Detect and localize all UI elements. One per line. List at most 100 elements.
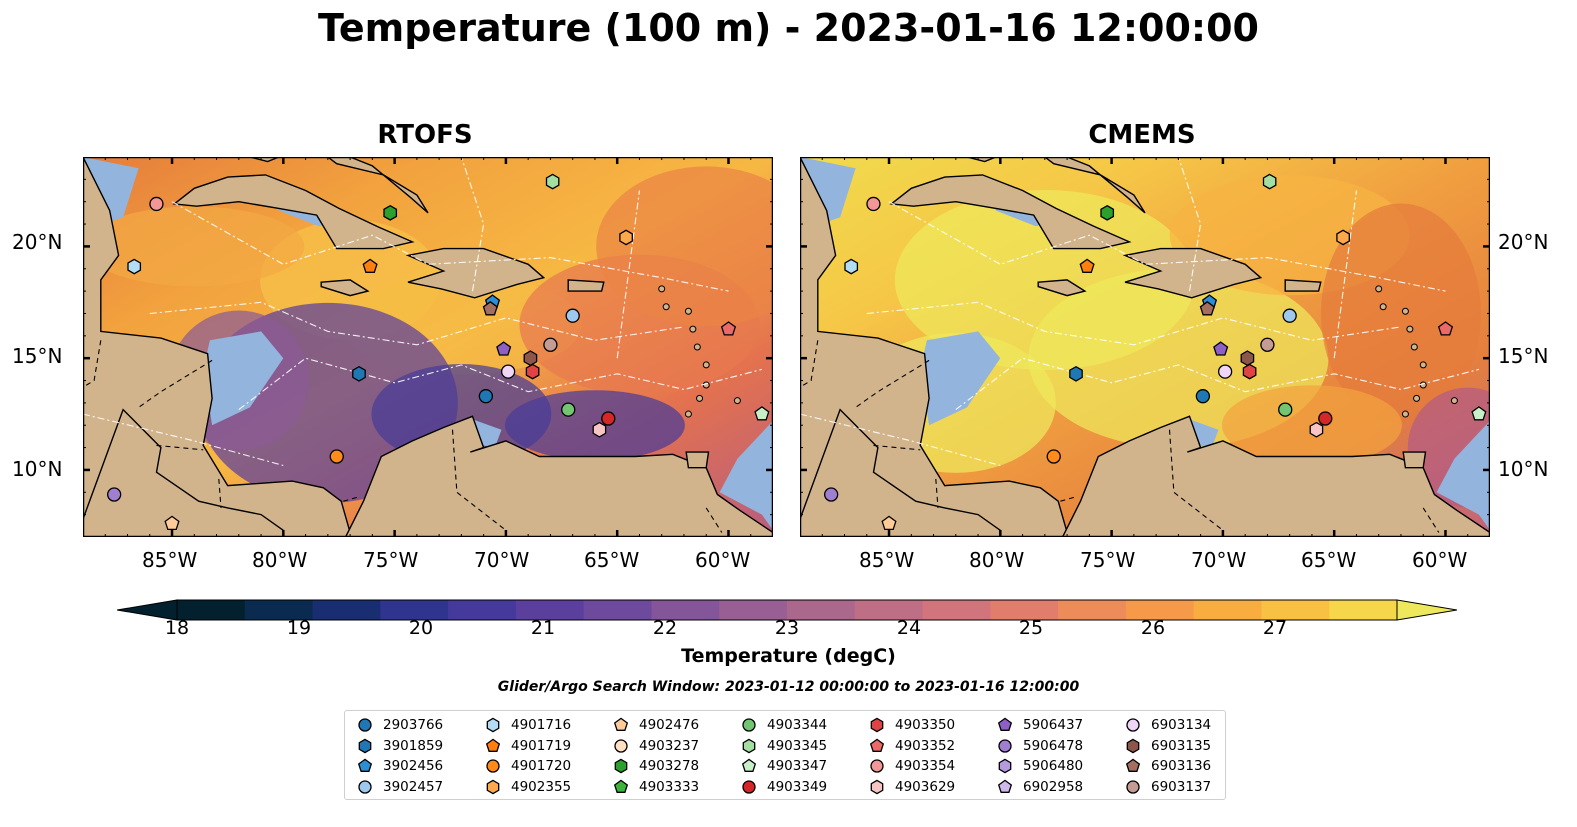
legend-item-4903345: 4903345 [741, 736, 827, 756]
colorbar-tick-label: 22 [652, 617, 678, 639]
shelf-area [1436, 420, 1490, 531]
float-marker-5906437[interactable] [496, 341, 512, 356]
float-marker-6903135[interactable] [1240, 350, 1255, 367]
float-marker-4903347[interactable] [1471, 406, 1487, 421]
float-marker-6903136[interactable] [482, 300, 498, 316]
float-marker-4902355[interactable] [1336, 229, 1350, 246]
float-marker-4903345[interactable] [1262, 173, 1277, 190]
float-marker-6903137[interactable] [1260, 337, 1275, 352]
float-marker-3902457[interactable] [1282, 308, 1297, 323]
legend-item-6902958: 6902958 [997, 777, 1083, 797]
legend-marker-4903347[interactable] [741, 758, 757, 772]
float-marker-6903136[interactable] [1199, 300, 1215, 316]
legend-marker-4902476[interactable] [613, 717, 629, 731]
island [702, 381, 710, 389]
float-marker-4902476[interactable] [881, 515, 897, 531]
legend-marker-4903350[interactable] [870, 717, 884, 733]
float-marker-4903344[interactable] [1278, 402, 1293, 417]
float-marker-5906478[interactable] [824, 487, 839, 502]
float-marker-4901720[interactable] [1046, 449, 1061, 464]
legend-label: 5906437 [1023, 717, 1084, 733]
legend-marker-4903354[interactable] [870, 759, 884, 773]
legend-marker-6903135[interactable] [1126, 738, 1140, 753]
float-marker-6903135[interactable] [523, 350, 538, 367]
legend-item-6903135: 6903135 [1125, 736, 1211, 756]
float-marker-2903766[interactable] [1195, 389, 1211, 404]
float-marker-4901719[interactable] [1079, 258, 1095, 273]
float-marker-4903347[interactable] [754, 406, 770, 421]
float-marker-4901720[interactable] [329, 449, 344, 464]
float-marker-2903766[interactable] [478, 389, 494, 404]
legend-marker-4902355[interactable] [486, 779, 500, 794]
map-panel-rtofs[interactable] [83, 157, 773, 537]
legend-marker-4903333[interactable] [613, 779, 629, 793]
legend-marker-3901859[interactable] [358, 738, 372, 753]
float-marker-4903352[interactable] [720, 321, 737, 336]
float-marker-3901859[interactable] [352, 365, 366, 382]
legend-label: 4903278 [639, 758, 700, 774]
legend-marker-4903349[interactable] [742, 779, 756, 794]
float-marker-4903278[interactable] [383, 204, 398, 221]
float-marker-3902457[interactable] [565, 308, 580, 323]
float-marker-5906478[interactable] [107, 487, 122, 502]
colorbar-segment [312, 600, 381, 620]
legend-marker-6903136[interactable] [1125, 758, 1141, 772]
float-marker-4903350[interactable] [1242, 363, 1257, 380]
legend-marker-4903629[interactable] [870, 779, 884, 794]
float-marker-3901859[interactable] [1069, 365, 1083, 382]
legend-item-5906478: 5906478 [997, 736, 1083, 756]
float-marker-4901719[interactable] [362, 258, 378, 273]
float-marker-4903350[interactable] [525, 363, 540, 380]
float-marker-4902476[interactable] [164, 515, 180, 531]
float-marker-5906437[interactable] [1213, 341, 1229, 356]
colorbar-segment [1261, 600, 1330, 620]
hexagon-marker-icon [486, 779, 500, 794]
legend-marker-4901719[interactable] [485, 738, 501, 752]
legend-marker-4903237[interactable] [614, 738, 628, 753]
legend-label: 4901719 [511, 737, 572, 754]
float-marker-4903278[interactable] [1100, 204, 1115, 221]
legend-label: 4902355 [511, 778, 572, 795]
float-marker-4903629[interactable] [1309, 421, 1324, 438]
legend-marker-5906437[interactable] [997, 717, 1013, 731]
legend-item-6903136: 6903136 [1125, 756, 1211, 776]
float-marker-4901716[interactable] [127, 258, 142, 275]
colorbar-tick-label: 21 [530, 617, 556, 639]
legend-marker-4901716[interactable] [486, 717, 500, 733]
lon-label-cmems-80: 80°W [969, 548, 1025, 572]
float-marker-6903134[interactable] [500, 364, 516, 379]
float-marker-4903352[interactable] [1437, 321, 1454, 336]
legend-marker-6902958[interactable] [997, 779, 1013, 793]
legend-marker-4903278[interactable] [614, 758, 628, 774]
hexagon-marker-icon [1126, 738, 1140, 753]
float-marker-4903349[interactable] [601, 411, 616, 426]
legend-marker-6903134[interactable] [1126, 718, 1140, 732]
float-marker-4901716[interactable] [844, 258, 859, 275]
legend-label: 4903237 [639, 737, 700, 754]
float-marker-4903354[interactable] [149, 196, 164, 212]
legend-marker-5906478[interactable] [998, 738, 1012, 753]
legend-marker-3902457[interactable] [358, 779, 372, 794]
legend-marker-6903137[interactable] [1126, 779, 1140, 794]
float-marker-4902355[interactable] [619, 229, 633, 246]
map-panel-cmems[interactable] [800, 157, 1490, 537]
float-marker-4903349[interactable] [1318, 411, 1333, 426]
legend-marker-3902456[interactable] [357, 758, 373, 772]
legend-marker-4903352[interactable] [869, 738, 885, 752]
country-border [156, 444, 204, 451]
float-marker-6903137[interactable] [543, 337, 558, 352]
float-marker-4903629[interactable] [592, 421, 607, 438]
hexagon-marker-icon [614, 758, 628, 774]
float-marker-4903344[interactable] [561, 402, 576, 417]
float-marker-4903354[interactable] [866, 196, 881, 212]
legend-marker-4901720[interactable] [486, 759, 500, 773]
legend-marker-4903344[interactable] [742, 718, 756, 732]
legend-marker-5906480[interactable] [998, 758, 1012, 774]
float-marker-4903345[interactable] [545, 173, 560, 190]
land-jamaica [1037, 279, 1087, 297]
float-marker-6903134[interactable] [1217, 364, 1233, 379]
legend-item-6903134: 6903134 [1125, 715, 1211, 735]
circle-marker-icon [614, 738, 628, 753]
legend-marker-4903345[interactable] [742, 738, 756, 753]
legend-marker-2903766[interactable] [358, 718, 372, 732]
